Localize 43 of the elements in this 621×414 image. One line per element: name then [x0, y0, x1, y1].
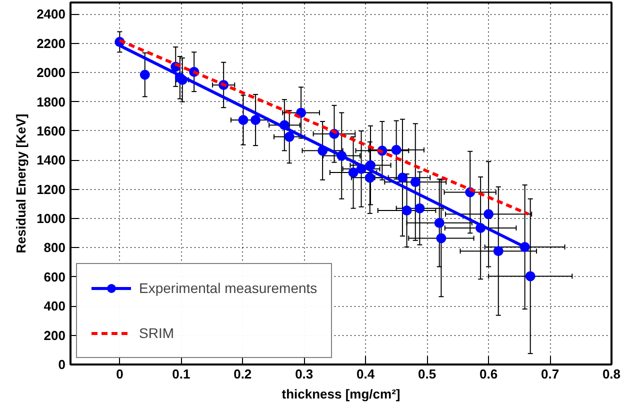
x-tick-label: 0.3 — [295, 366, 314, 382]
y-tick-label: 200 — [44, 328, 66, 343]
y-tick-label: 800 — [44, 240, 66, 256]
y-tick-label: 400 — [44, 298, 66, 314]
y-tick-label: 600 — [44, 269, 66, 284]
x-tick-label: 0.2 — [234, 366, 252, 382]
y-tick-label: 1400 — [36, 152, 66, 168]
y-tick-label: 2000 — [36, 65, 66, 80]
y-tick-label: 1000 — [36, 211, 66, 226]
y-tick-label: 2400 — [36, 6, 66, 22]
y-tick-label: 2200 — [36, 36, 66, 51]
point — [391, 144, 402, 155]
x-tick-label: 0.7 — [540, 366, 560, 382]
point — [238, 115, 248, 125]
point — [493, 246, 504, 256]
point — [250, 115, 261, 125]
y-axis-title: Residual Energy [KeV] — [14, 114, 29, 254]
legend-label: Experimental measurements — [139, 280, 318, 296]
point — [364, 172, 375, 183]
point — [397, 172, 408, 183]
y-tick-label: 1800 — [36, 94, 66, 110]
x-tick-label: 0 — [116, 366, 124, 382]
point — [525, 271, 536, 282]
y-tick-label: 0 — [58, 357, 66, 372]
point — [436, 233, 446, 244]
point — [348, 168, 358, 178]
x-tick-label: 0.6 — [480, 366, 498, 382]
point — [284, 132, 294, 142]
x-tick-label: 0.4 — [356, 366, 376, 382]
y-tick-label: 1200 — [36, 182, 66, 197]
legend-label: SRIM — [139, 325, 174, 341]
point — [484, 209, 494, 220]
point — [414, 203, 425, 214]
point — [402, 206, 412, 216]
x-axis-title: thickness [mg/cm²] — [282, 386, 400, 402]
point — [140, 70, 150, 80]
y-tick-label: 1600 — [36, 123, 66, 138]
point — [434, 218, 444, 228]
x-tick-label: 0.1 — [172, 366, 190, 382]
point — [296, 108, 306, 118]
point — [410, 177, 420, 188]
x-tick-label: 0.8 — [602, 366, 621, 382]
x-tick-label: 0.5 — [418, 366, 436, 382]
